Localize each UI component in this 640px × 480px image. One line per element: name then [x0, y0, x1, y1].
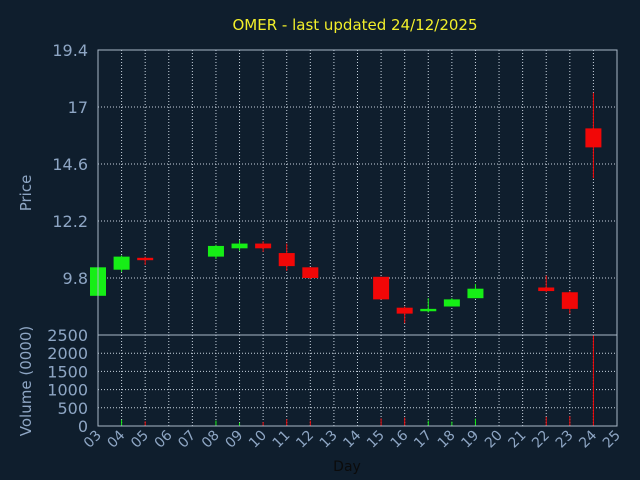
candle-16 [396, 306, 413, 324]
candle-23 [561, 291, 578, 314]
x-tick-label: 19 [458, 428, 482, 452]
candle-11 [278, 243, 295, 271]
candle-body [373, 276, 390, 300]
x-tick-label: 06 [152, 427, 176, 451]
volume-tick-label: 1500 [47, 362, 88, 381]
volume-tick-label: 500 [57, 399, 88, 418]
candle-09 [231, 240, 248, 251]
x-tick-label: 24 [576, 427, 600, 451]
x-tick-label: 04 [104, 427, 128, 451]
x-tick-label: 20 [482, 428, 506, 452]
price-tick-labels: 19.4 17 14.6 12.2 9.8 [52, 41, 88, 288]
candle-body [113, 256, 130, 270]
x-tick-label: 22 [529, 428, 553, 452]
candle-body [278, 253, 295, 267]
x-tick-label: 15 [364, 428, 388, 452]
price-grid [98, 50, 617, 335]
x-tick-label: 05 [128, 428, 152, 452]
x-tick-label: 13 [317, 428, 341, 452]
x-tick-label: 11 [270, 428, 294, 452]
x-tick-label: 23 [553, 428, 577, 452]
candle-05 [137, 256, 154, 265]
volume-tick-label: 2500 [47, 326, 88, 345]
x-tick-label: 16 [388, 427, 412, 451]
candle-body [561, 292, 578, 309]
volume-tick-label: 0 [78, 417, 88, 436]
price-axis-label: Price [17, 175, 35, 212]
x-tick-label: 25 [600, 428, 624, 452]
x-tick-labels: 03 04 05 06 07 08 09 10 11 12 13 14 15 16 17 18 19 20 21 22… [81, 427, 624, 451]
candle-body [396, 307, 413, 314]
price-tick-label: 14.6 [52, 155, 88, 174]
chart-title: OMER - last updated 24/12/2025 [232, 16, 477, 34]
candle-body [255, 243, 272, 249]
x-tick-label: 21 [506, 428, 530, 452]
candle-body [302, 267, 319, 278]
candle-body [420, 308, 437, 312]
candle-15 [373, 276, 390, 300]
volume-bars [97, 335, 594, 426]
volume-tick-label: 1000 [47, 381, 88, 400]
candle-19 [467, 283, 484, 299]
volume-tick-label: 2000 [47, 344, 88, 363]
candle-04 [113, 255, 130, 273]
candle-body [443, 299, 460, 307]
candle-body [585, 128, 602, 148]
candle-body [538, 287, 555, 292]
candle-body [467, 288, 484, 299]
x-tick-label: 17 [411, 428, 435, 452]
candle-24 [585, 92, 602, 179]
volume-panel-frame [97, 334, 618, 427]
candle-22 [538, 275, 555, 293]
candle-18 [443, 298, 460, 307]
x-tick-label: 07 [175, 428, 199, 452]
candle-body [231, 243, 248, 249]
price-tick-label: 19.4 [52, 41, 88, 60]
x-tick-label: 18 [435, 428, 459, 452]
candle-body [137, 257, 154, 261]
x-tick-label: 08 [199, 428, 223, 452]
candle-08 [207, 244, 224, 259]
price-tick-label: 12.2 [52, 212, 88, 231]
volume-grid [98, 335, 617, 426]
candle-12 [302, 267, 319, 280]
candle-17 [420, 298, 437, 313]
price-tick-label: 9.8 [63, 269, 88, 288]
candle-10 [255, 241, 272, 252]
candles [90, 92, 602, 324]
candle-body [207, 245, 224, 257]
x-tick-label: 09 [222, 428, 246, 452]
x-tick-label: 10 [246, 428, 270, 452]
x-tick-label: 14 [340, 427, 364, 451]
x-tick-label: 12 [293, 428, 317, 452]
price-tick-label: 17 [68, 98, 88, 117]
volume-axis-label: Volume (0000) [17, 326, 35, 436]
x-axis-title: Day [333, 459, 361, 475]
